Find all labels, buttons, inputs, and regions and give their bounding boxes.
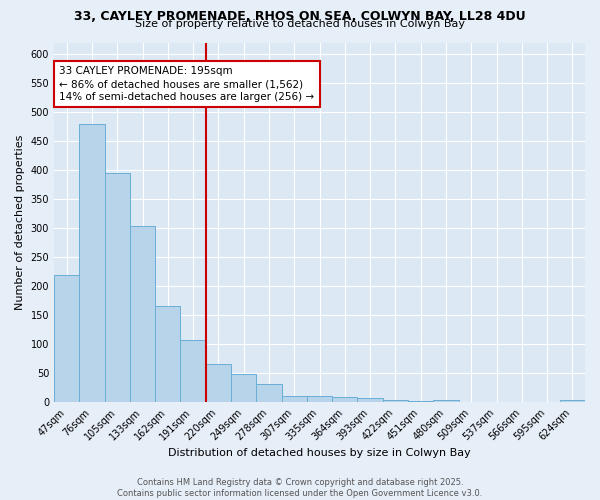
Text: 33, CAYLEY PROMENADE, RHOS ON SEA, COLWYN BAY, LL28 4DU: 33, CAYLEY PROMENADE, RHOS ON SEA, COLWY… <box>74 10 526 23</box>
X-axis label: Distribution of detached houses by size in Colwyn Bay: Distribution of detached houses by size … <box>168 448 471 458</box>
Bar <box>206 364 231 402</box>
Bar <box>130 226 155 402</box>
Bar <box>408 401 433 402</box>
Bar <box>104 173 130 402</box>
Bar <box>332 397 358 402</box>
Text: Size of property relative to detached houses in Colwyn Bay: Size of property relative to detached ho… <box>135 19 465 29</box>
Bar <box>433 400 458 402</box>
Bar <box>181 340 206 402</box>
Bar <box>560 400 585 402</box>
Text: 33 CAYLEY PROMENADE: 195sqm
← 86% of detached houses are smaller (1,562)
14% of : 33 CAYLEY PROMENADE: 195sqm ← 86% of det… <box>59 66 314 102</box>
Bar <box>256 384 281 402</box>
Bar <box>155 306 181 402</box>
Bar <box>358 398 383 402</box>
Bar <box>79 124 104 402</box>
Bar <box>54 274 79 402</box>
Bar <box>231 374 256 402</box>
Bar <box>307 396 332 402</box>
Bar <box>383 400 408 402</box>
Y-axis label: Number of detached properties: Number of detached properties <box>15 134 25 310</box>
Bar <box>281 396 307 402</box>
Text: Contains HM Land Registry data © Crown copyright and database right 2025.
Contai: Contains HM Land Registry data © Crown c… <box>118 478 482 498</box>
